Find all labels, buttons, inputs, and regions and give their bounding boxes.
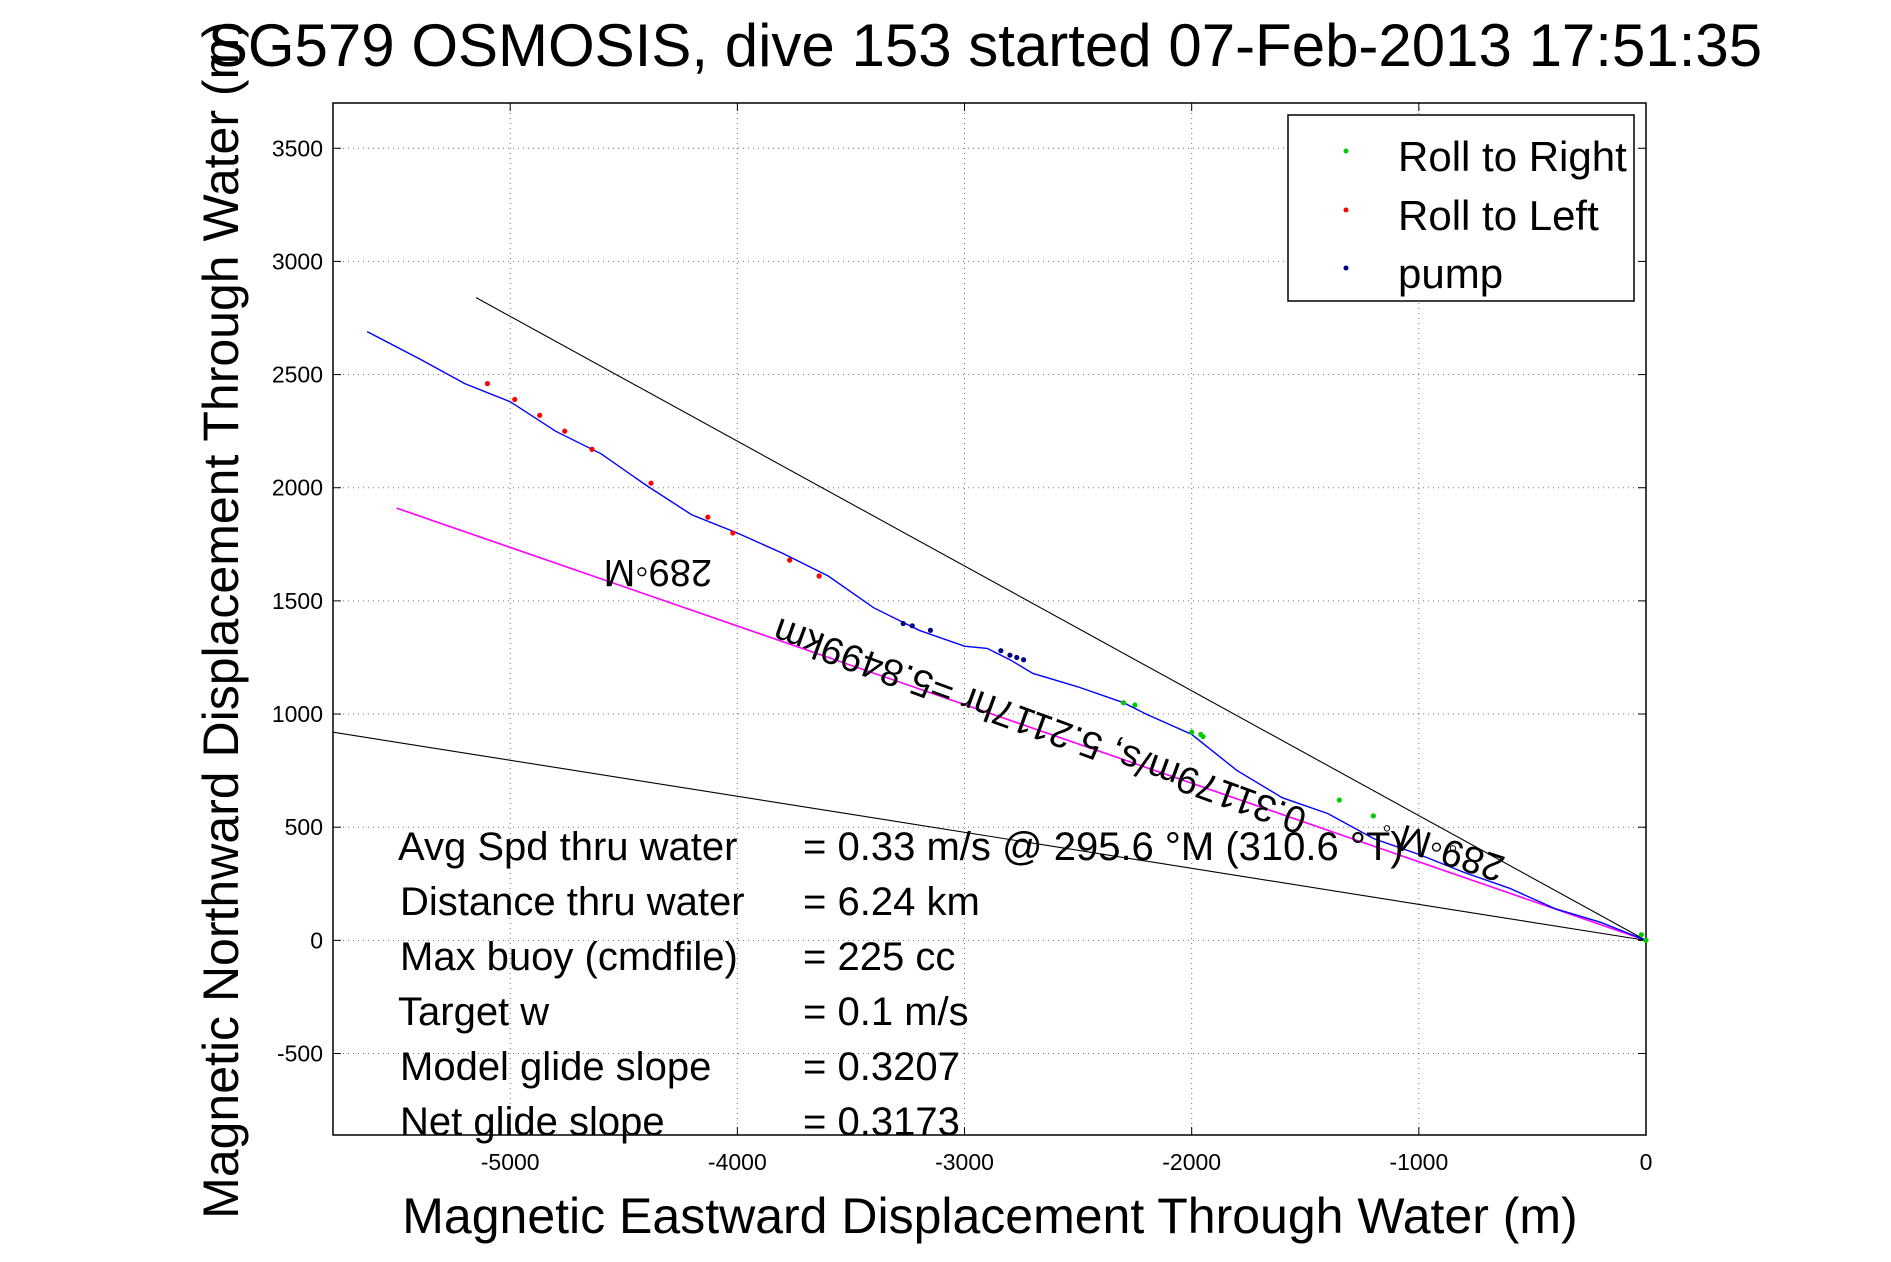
legend-label-roll-left: Roll to Left [1398,192,1599,239]
y-axis-label: Magnetic Northward Displacement Through … [193,21,249,1219]
y-tick-label: 3000 [272,248,323,274]
y-tick-label: 2500 [272,362,323,388]
marker-roll-left [484,381,491,387]
marker-roll-right [1336,797,1342,803]
marker-roll-right [1643,937,1649,943]
marker-pump [900,620,906,627]
annotation-value: = 0.3173 [803,1100,960,1144]
reference-lines [332,297,1647,942]
annotation-value: = 0.33 m/s @ 295.6 °M (310.6 °T) [803,825,1404,869]
annotation-label: Model glide slope [400,1045,711,1089]
x-tick-label: 0 [1640,1149,1653,1175]
y-tick-label: 0 [310,927,323,953]
marker-roll-left [589,446,595,452]
annotation-label: Max buoy (cmdfile) [400,935,738,979]
reference-line-black-lower [332,731,1647,941]
glider-track-line [366,330,1647,942]
marker-pump [909,623,915,629]
annotation-value: = 0.3207 [803,1045,960,1089]
reference-line-magenta [396,507,1647,942]
x-tick-label: -1000 [1389,1149,1448,1175]
stats-annotations: Avg Spd thru water = 0.33 m/s @ 295.6 °M… [398,825,1404,1144]
x-tick-labels: -5000 -4000 -3000 -2000 -1000 0 [481,1149,1653,1175]
heading-label: 289◦M [604,551,713,593]
legend-label-roll-right: Roll to Right [1398,133,1627,180]
annotation-label: Distance thru water [400,880,745,924]
marker-roll-left [705,514,711,520]
marker-roll-right [1198,731,1204,738]
marker-layer [484,381,1649,943]
x-tick-label: -5000 [481,1149,540,1175]
legend-swatch-roll-left [1343,207,1349,213]
x-tick-label: -3000 [935,1149,994,1175]
legend-label-pump: pump [1398,250,1503,297]
marker-roll-left [512,396,518,403]
legend-swatch-pump [1343,265,1349,271]
marker-pump [1014,654,1020,661]
track-layer [366,330,1647,942]
x-axis-label: Magnetic Eastward Displacement Through W… [402,1188,1577,1244]
marker-roll-right [1120,700,1127,706]
marker-roll-left [562,428,568,434]
marker-pump [927,627,934,633]
annotation-label: Net glide slope [400,1100,665,1144]
marker-pump [998,648,1004,654]
marker-roll-left [537,412,543,418]
y-tick-label: -500 [277,1041,323,1067]
annotation-value: = 225 cc [803,935,955,979]
marker-roll-left [730,530,736,536]
y-tick-label: 1500 [272,588,323,614]
marker-roll-left [816,573,822,579]
marker-pump [1007,652,1013,658]
marker-roll-right [1370,813,1377,819]
marker-pump [1020,657,1027,663]
annotation-label: Target w [398,990,549,1034]
reference-line-black-upper [475,297,1647,941]
x-tick-label: -4000 [708,1149,767,1175]
marker-roll-right [1638,932,1645,938]
marker-roll-left [786,557,793,563]
plot-area [332,102,1647,1136]
marker-roll-right [1132,702,1138,708]
y-tick-label: 2000 [272,475,323,501]
legend: Roll to Right Roll to Left pump [1287,114,1635,302]
annotation-label: Avg Spd thru water [398,825,737,869]
y-tick-label: 500 [285,814,323,840]
heading-label: ◦ [1448,833,1457,863]
y-tick-labels: -500 0 500 1000 1500 2000 2500 3000 3500 [272,135,323,1066]
chart-title: SG579 OSMOSIS, dive 153 started 07-Feb-2… [208,12,1762,79]
marker-roll-right [1189,729,1195,735]
marker-roll-left [648,480,654,486]
heading-label: ◦ [1382,812,1391,842]
annotation-value: = 0.1 m/s [803,990,969,1034]
y-tick-label: 3500 [272,135,323,161]
y-tick-label: 1000 [272,701,323,727]
legend-swatch-roll-right [1343,148,1349,154]
annotation-value: = 6.24 km [803,880,980,924]
x-tick-label: -2000 [1162,1149,1221,1175]
